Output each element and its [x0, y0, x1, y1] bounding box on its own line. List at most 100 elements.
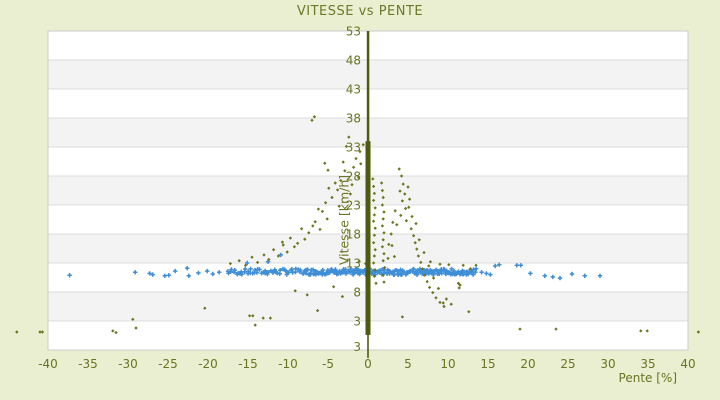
zero-column-segment: [365, 141, 371, 335]
y-tick-label: 43: [346, 83, 361, 97]
zero-column-segment: [366, 31, 370, 142]
data-point: [380, 203, 385, 207]
data-point: [309, 267, 314, 273]
data-point: [217, 270, 222, 275]
x-tick-label: -20: [198, 357, 218, 371]
data-point: [493, 263, 498, 269]
data-point: [262, 253, 266, 257]
data-point: [252, 267, 258, 273]
data-point: [404, 219, 409, 223]
data-point: [286, 270, 291, 275]
data-point: [449, 266, 454, 272]
x-axis-title: Pente [%]: [618, 371, 677, 385]
data-point: [133, 270, 138, 275]
x-tick-label: 15: [480, 357, 495, 371]
y-tick-label: 38: [346, 112, 361, 126]
x-tick-label: 35: [640, 357, 655, 371]
y-tick-label: 8: [353, 286, 361, 300]
data-point: [344, 144, 349, 149]
data-point: [343, 169, 347, 173]
data-point: [347, 270, 353, 275]
data-point: [444, 268, 449, 273]
data-point: [232, 267, 237, 273]
x-tick-labels: -40 -35 -30 -25 -20 -15 -10 -5 0 5 10 15 20 25 30 35 40: [38, 357, 695, 371]
data-point: [147, 271, 152, 276]
data-point: [303, 237, 307, 241]
data-point: [415, 247, 419, 251]
data-point: [38, 330, 42, 334]
y-tick-label: 3: [353, 315, 361, 329]
data-point: [277, 268, 283, 273]
data-point: [400, 199, 405, 203]
y-axis-min-label: 3: [353, 340, 361, 354]
data-point: [278, 252, 283, 258]
data-point: [380, 224, 385, 228]
data-point: [280, 240, 285, 244]
data-point: [394, 268, 399, 273]
data-point: [403, 192, 407, 196]
data-point: [185, 266, 190, 271]
x-tick-label: 40: [680, 357, 695, 371]
y-tick-label: 53: [346, 25, 361, 39]
x-tick-label: 25: [560, 357, 575, 371]
data-point: [257, 267, 262, 272]
data-point: [399, 213, 403, 218]
data-point: [254, 270, 260, 275]
data-point: [542, 273, 547, 278]
data-point: [341, 270, 346, 275]
y-tick-label: 18: [346, 228, 361, 242]
x-tick-label: -10: [278, 357, 298, 371]
data-point: [371, 177, 375, 181]
x-tick-label: -25: [158, 357, 178, 371]
data-point: [311, 224, 315, 228]
data-point: [391, 272, 396, 277]
data-point: [276, 254, 281, 258]
data-point: [554, 327, 558, 331]
data-point: [473, 269, 478, 275]
data-point: [162, 273, 167, 278]
data-point: [372, 213, 377, 217]
data-point: [387, 268, 392, 274]
y-axis-title: Vitesse [km/h]: [336, 174, 352, 266]
data-point: [303, 271, 309, 276]
data-point: [474, 266, 479, 271]
data-point: [134, 326, 138, 330]
data-point: [331, 270, 336, 275]
data-point: [385, 271, 390, 276]
data-point: [15, 330, 19, 334]
data-point: [307, 231, 311, 235]
data-point: [479, 270, 484, 275]
data-point: [465, 269, 470, 274]
data-point: [347, 135, 351, 139]
x-tick-label: -15: [238, 357, 258, 371]
data-point: [265, 270, 271, 275]
y-tick-label: 33: [346, 141, 361, 155]
data-point: [416, 254, 421, 258]
data-point: [518, 263, 523, 268]
data-point: [557, 275, 563, 281]
x-tick-label: 5: [404, 357, 412, 371]
data-point: [484, 271, 489, 276]
data-point: [298, 267, 303, 273]
data-point: [253, 323, 257, 327]
data-point: [582, 273, 587, 278]
data-point: [428, 267, 433, 273]
data-point: [391, 220, 395, 225]
y-tick-label: 13: [346, 257, 361, 271]
data-point: [597, 273, 603, 278]
data-point: [569, 271, 575, 277]
data-point: [251, 314, 255, 318]
data-point: [396, 271, 401, 277]
data-point: [431, 271, 436, 276]
data-point: [210, 271, 215, 277]
y-tick-label: 28: [346, 170, 361, 184]
data-point: [514, 263, 519, 268]
data-point: [111, 329, 115, 333]
data-point: [359, 162, 363, 166]
data-point: [343, 267, 348, 272]
data-point: [248, 266, 253, 272]
data-point: [348, 192, 353, 196]
data-point: [245, 260, 250, 266]
x-tick-label: -5: [322, 357, 334, 371]
